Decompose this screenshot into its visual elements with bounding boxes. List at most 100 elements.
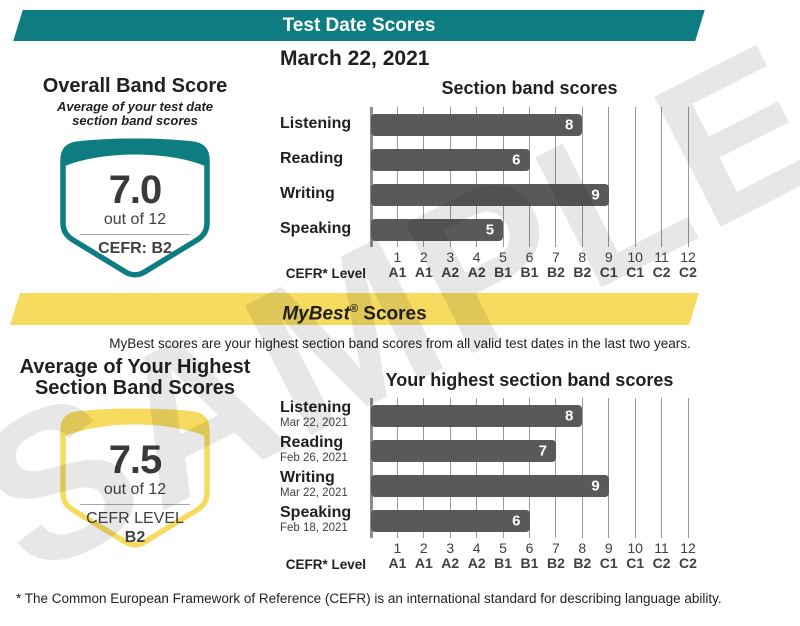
tick-number: 2 — [419, 249, 428, 265]
tick-number: 7 — [552, 540, 560, 556]
overall-cefr: CEFR: B2 — [98, 239, 172, 257]
chart-category-labels: Listening Reading Writing Speaking — [280, 107, 371, 247]
category-date: Feb 18, 2021 — [280, 522, 348, 534]
category-label: Listening — [280, 107, 371, 142]
x-tick: 5 B1 — [494, 540, 512, 572]
gridline — [661, 398, 663, 538]
tick-cefr-level: C1 — [599, 555, 618, 572]
tick-number: 1 — [393, 540, 402, 556]
average-highest-title: Average of Your Highest Section Band Sco… — [10, 357, 260, 399]
tick-number: 2 — [419, 540, 428, 556]
chart-ticks: 1 A1 2 A1 3 A2 4 A2 5 B1 6 B1 7 B2 8 B2 9 C1 10 C1 11 C2 12 C2 — [371, 249, 697, 284]
tick-cefr-level: B1 — [494, 264, 513, 281]
tick-cefr-level: B2 — [573, 555, 592, 572]
category-name: Writing — [280, 185, 335, 203]
x-tick: 6 B1 — [520, 540, 539, 572]
test-date: March 22, 2021 — [280, 47, 430, 70]
category-name: Reading — [280, 434, 344, 452]
tick-cefr-level: A2 — [441, 555, 460, 572]
tick-cefr-level: C2 — [679, 555, 697, 572]
category-name: Speaking — [280, 504, 352, 522]
chart-body: Listening Reading Writing Speaking CEFR* Le… — [280, 107, 720, 284]
tick-number: 12 — [680, 249, 696, 265]
category-name: Speaking — [280, 220, 352, 238]
x-tick: 4 A2 — [468, 540, 486, 572]
tick-cefr-level: B1 — [520, 555, 539, 572]
tick-number: 9 — [604, 249, 613, 265]
cefr-footnote: * The Common European Framework of Refer… — [16, 591, 722, 606]
chart-rows: 8 6 9 5 — [369, 107, 689, 247]
x-tick: 9 C1 — [599, 540, 618, 572]
overall-score-outof: out of 12 — [103, 210, 167, 228]
y-axis-line — [369, 398, 373, 538]
test-date-scores-banner: Test Date Scores — [13, 10, 705, 41]
badge-content: 7.5 out of 12 CEFR LEVEL B2 — [58, 406, 212, 552]
gridline — [423, 107, 425, 247]
tick-number: 6 — [525, 249, 534, 265]
tick-cefr-level: B2 — [546, 555, 565, 572]
y-axis-line — [369, 107, 373, 247]
x-tick: 6 B1 — [520, 249, 539, 281]
tick-number: 9 — [604, 540, 613, 556]
gridline — [608, 107, 610, 247]
category-date: Mar 22, 2021 — [280, 417, 348, 429]
category-label: Speaking Feb 18, 2021 — [280, 503, 371, 538]
average-score-badge: 7.5 out of 12 CEFR LEVEL B2 — [58, 406, 212, 552]
x-tick: 2 A1 — [414, 540, 433, 572]
x-tick: 7 B2 — [546, 540, 565, 572]
x-tick: 8 B2 — [573, 540, 592, 572]
x-tick: 10 C1 — [626, 249, 644, 281]
average-score-outof: out of 12 — [103, 481, 167, 498]
registered-mark: ® — [349, 303, 359, 315]
average-score-value: 7.5 — [108, 438, 163, 482]
tick-cefr-level: A1 — [388, 555, 407, 572]
tick-number: 1 — [393, 249, 402, 265]
tick-cefr-level: C1 — [626, 555, 645, 572]
mybest-scores-banner: MyBest® Scores — [10, 293, 699, 325]
overall-score-badge: 7.0 out of 12 CEFR: B2 — [58, 136, 212, 282]
bar-value: 6 — [512, 151, 521, 168]
x-tick: 8 B2 — [573, 249, 591, 281]
overall-band-score-title: Overall Band Score — [42, 75, 228, 97]
chart-title: Your highest section band scores — [385, 370, 674, 390]
tick-number: 3 — [446, 540, 455, 556]
tick-number: 5 — [499, 540, 507, 556]
tick-number: 4 — [472, 249, 481, 265]
average-cefr-value: B2 — [124, 529, 146, 546]
chart-labels-column: Listening Mar 22, 2021 Reading Feb 26, 2021… — [280, 398, 371, 575]
overall-band-score-subtitle: Average of your test date section band s… — [22, 99, 248, 129]
tick-number: 10 — [627, 249, 643, 265]
x-tick: 7 B2 — [547, 249, 565, 281]
gridline — [449, 398, 451, 538]
tick-cefr-level: B1 — [520, 264, 539, 281]
x-tick: 3 A2 — [441, 540, 460, 572]
tick-number: 7 — [552, 249, 560, 265]
gridline — [529, 107, 530, 247]
gridline — [502, 398, 504, 538]
tick-cefr-level: A1 — [414, 264, 433, 281]
gridline — [449, 107, 451, 247]
x-tick: 1 A1 — [388, 249, 406, 281]
shield-icon — [60, 408, 210, 548]
tick-cefr-level: C2 — [679, 264, 697, 281]
tick-number: 8 — [578, 249, 587, 265]
category-name: Listening — [280, 399, 352, 417]
tick-cefr-level: A1 — [414, 555, 433, 572]
bar-value: 7 — [538, 442, 547, 459]
x-tick: 11 C2 — [653, 249, 671, 281]
bar-listening: 8 — [371, 404, 583, 427]
tick-number: 5 — [499, 249, 507, 265]
banner-title-rest: Scores — [358, 303, 427, 325]
category-label: Speaking — [280, 212, 371, 247]
chart-body: Listening Mar 22, 2021 Reading Feb 26, 2021… — [280, 398, 720, 575]
x-tick: 1 A1 — [388, 540, 407, 572]
bar-speaking: 5 — [371, 218, 504, 241]
gridline — [502, 107, 504, 247]
tick-cefr-level: C2 — [652, 555, 671, 572]
gridline — [634, 107, 636, 247]
mybest-description: MyBest scores are your highest section b… — [109, 336, 691, 351]
section-band-scores-chart: Section band scores Listening Reading Writ… — [280, 78, 720, 284]
banner-title: Test Date Scores — [282, 15, 436, 36]
